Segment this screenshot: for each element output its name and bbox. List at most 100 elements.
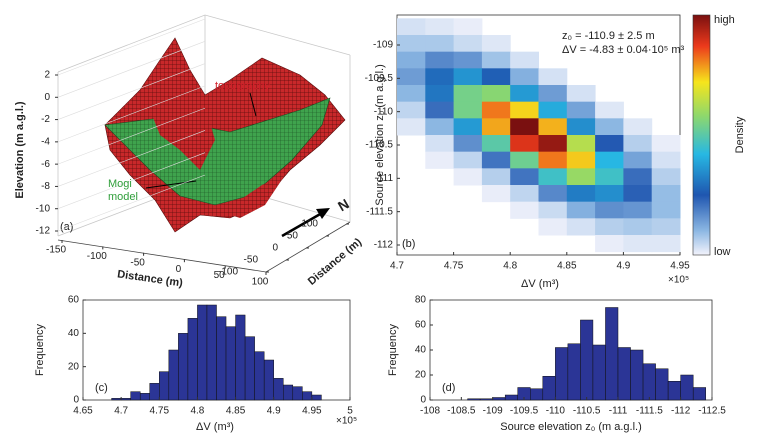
- y-tick-label: -100: [218, 267, 238, 278]
- x-tick-label: 4.8: [503, 261, 517, 272]
- annotation: ΔV = -4.83 ± 0.04·10⁵ m³: [562, 44, 685, 56]
- heatmap-cell: [481, 185, 511, 203]
- bar: [311, 394, 322, 401]
- bar: [225, 326, 236, 401]
- y-tick-label: -110: [374, 106, 394, 117]
- grid-line: [57, 174, 206, 232]
- heatmap-cell: [510, 51, 539, 69]
- heatmap-cell: [453, 18, 483, 36]
- y-tick-label: -111.5: [366, 206, 393, 217]
- x-tick-label: -109: [483, 406, 503, 417]
- bar: [187, 318, 198, 401]
- heatmap-cell: [623, 168, 653, 186]
- grid-line: [57, 41, 206, 98]
- heatmap-cell: [481, 51, 511, 69]
- x-tick-label: -150: [46, 245, 66, 256]
- heatmap-cell: [595, 101, 624, 119]
- y-tick-label: 50: [287, 231, 299, 242]
- heatmap-cell: [538, 168, 568, 186]
- heatmap-cell: [538, 151, 568, 169]
- bar: [492, 397, 506, 401]
- bar: [244, 336, 255, 401]
- colorbar: [692, 14, 711, 256]
- z-tick-label: 2: [44, 70, 50, 81]
- bar: [630, 349, 644, 401]
- heatmap-cell: [453, 168, 483, 186]
- heatmap-cell: [538, 118, 568, 136]
- bar: [542, 376, 556, 401]
- y-tick-label: 20: [415, 370, 427, 381]
- bar: [667, 381, 681, 401]
- heatmap-cell: [623, 218, 653, 236]
- heatmap-cell: [453, 68, 483, 86]
- panel-label: (c): [95, 382, 108, 394]
- bar: [130, 391, 141, 401]
- heatmap-cell: [566, 168, 596, 186]
- heatmap-cell: [397, 101, 426, 119]
- x-tick-label: -109.5: [510, 406, 539, 417]
- x-tick-label: 0: [176, 264, 182, 275]
- heatmap-cell: [651, 201, 681, 219]
- heatmap-cell: [397, 85, 426, 103]
- x-tick-label: -108.5: [447, 406, 476, 417]
- heatmap-cell: [623, 201, 653, 219]
- heatmap-cell: [481, 85, 511, 103]
- y-axis-label: Source elevation z₀ (m a.g.l.): [374, 64, 386, 206]
- bar: [206, 304, 217, 401]
- heatmap-cell: [538, 135, 568, 153]
- heatmap: [397, 18, 681, 253]
- heatmap-cell: [566, 85, 596, 103]
- y-tick-label: -112: [374, 240, 394, 251]
- bar: [168, 349, 179, 401]
- heatmap-cell: [453, 135, 483, 153]
- heatmap-cell: [481, 101, 511, 119]
- z-tick-label: -4: [41, 136, 50, 147]
- heatmap-cell: [481, 35, 511, 53]
- panel-label: (d): [442, 382, 455, 394]
- heatmap-cell: [651, 135, 681, 153]
- panel-label: (b): [402, 238, 415, 250]
- x-axis-label: ΔV (m³): [196, 421, 234, 433]
- heatmap-cell: [566, 201, 596, 219]
- heatmap-cell: [510, 118, 539, 136]
- bar: [302, 391, 313, 401]
- bar: [605, 307, 619, 401]
- heatmap-cell: [651, 235, 681, 253]
- heatmap-cell: [453, 151, 483, 169]
- bar: [555, 347, 569, 401]
- x-tick-label: 4.95: [302, 406, 322, 417]
- heatmap-cell: [623, 185, 653, 203]
- grid-line: [57, 63, 206, 120]
- z-tick-label: 0: [44, 92, 50, 103]
- x-tick-label: 4.8: [190, 406, 204, 417]
- y-tick-label: 40: [68, 328, 80, 339]
- heatmap-cell: [425, 35, 455, 53]
- heatmap-cell: [510, 168, 539, 186]
- bar: [567, 343, 581, 401]
- y-tick-label: 0: [420, 395, 426, 406]
- x-tick-label: -100: [87, 251, 107, 262]
- bar: [254, 351, 265, 401]
- grid-line: [57, 107, 206, 165]
- heatmap-cell: [595, 235, 624, 253]
- x-tick-label: -50: [130, 257, 145, 268]
- y-tick-label: -110.5: [365, 140, 393, 151]
- x-tick-label: -108: [420, 406, 440, 417]
- x-tick-label: 4.65: [73, 406, 93, 417]
- heatmap-cell: [510, 68, 539, 86]
- x-axis-label: Source elevation z₀ (m a.g.l.): [500, 421, 642, 433]
- heatmap-cell: [651, 168, 681, 186]
- heatmap-cell: [595, 118, 624, 136]
- bar: [273, 378, 284, 401]
- heatmap-cell: [481, 68, 511, 86]
- x-tick-label: 4.7: [114, 406, 128, 417]
- colorbar-low: low: [714, 246, 731, 258]
- heatmap-cell: [566, 218, 596, 236]
- y-tick-label: 100: [301, 219, 318, 230]
- north-label: N: [335, 195, 352, 214]
- x-tick-label: 4.7: [390, 261, 404, 272]
- heatmap-cell: [425, 18, 455, 36]
- heatmap-cell: [595, 218, 624, 236]
- bar: [530, 388, 544, 401]
